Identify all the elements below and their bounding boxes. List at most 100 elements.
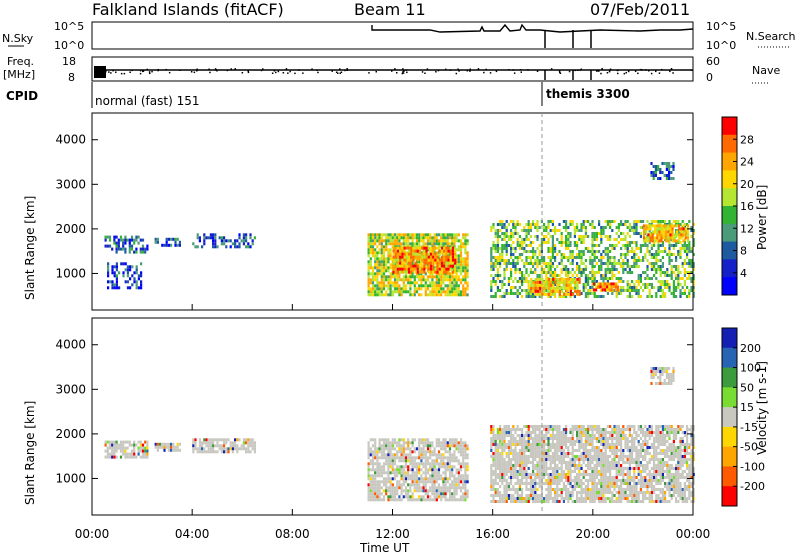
velocity-echo-cell — [378, 447, 381, 451]
velocity-echo-cell — [532, 431, 535, 434]
velocity-echo-cell — [380, 492, 383, 496]
power-echo-cell — [455, 257, 458, 261]
power-echo-cell — [107, 262, 110, 266]
power-echo-cell — [410, 267, 413, 271]
velocity-echo-cell — [532, 491, 535, 494]
velocity-echo-cell — [464, 447, 467, 451]
velocity-echo-cell — [400, 468, 403, 472]
power-echo-cell — [635, 286, 638, 289]
power-echo-cell — [642, 283, 645, 286]
velocity-echo-cell — [367, 486, 370, 490]
velocity-echo-cell — [402, 438, 405, 442]
velocity-echo-cell — [538, 455, 541, 458]
power-echo-cell — [437, 275, 441, 279]
velocity-echo-cell — [462, 465, 465, 469]
power-echo-cell — [637, 289, 640, 292]
power-echo-cell — [393, 290, 397, 294]
power-echo-cell — [569, 253, 572, 256]
velocity-echo-cell — [378, 450, 381, 454]
power-echo-cell — [692, 283, 695, 286]
power-echo-cell — [401, 267, 404, 271]
power-echo-cell — [238, 245, 241, 249]
nave-dot — [129, 71, 131, 73]
nave-dot — [617, 69, 619, 71]
power-echo-cell — [496, 274, 499, 277]
power-echo-cell — [421, 264, 424, 268]
velocity-echo-cell — [367, 462, 370, 466]
power-echo-cell — [525, 268, 528, 271]
velocity-echo-cell — [534, 485, 537, 488]
power-echo-cell — [592, 282, 595, 286]
power-echo-cell — [642, 289, 645, 292]
velocity-echo-cell — [409, 483, 412, 487]
power-echo-cell — [424, 290, 427, 294]
velocity-echo-cell — [393, 489, 397, 493]
power-echo-cell — [412, 267, 415, 271]
velocity-echo-cell — [521, 455, 524, 458]
power-echo-cell — [653, 265, 656, 268]
velocity-echo-cell — [573, 482, 576, 485]
power-echo-cell — [547, 250, 550, 253]
velocity-echo-cell — [457, 459, 460, 463]
power-echo-cell — [396, 267, 400, 271]
power-echo-cell — [464, 269, 467, 273]
power-echo-cell — [499, 253, 502, 256]
velocity-echo-cell — [391, 486, 394, 490]
velocity-echo-cell — [560, 476, 563, 479]
power-echo-cell — [604, 226, 607, 229]
power-echo-cell — [565, 223, 568, 226]
velocity-echo-cell — [402, 483, 405, 487]
power-echo-cell — [597, 285, 600, 289]
velocity-echo-cell — [532, 500, 535, 503]
nave-dot — [131, 69, 133, 72]
velocity-echo-cell — [378, 468, 381, 472]
velocity-echo-cell — [560, 479, 563, 482]
power-echo-cell — [609, 226, 612, 229]
velocity-echo-cell — [382, 456, 386, 460]
power-echo-cell — [490, 268, 493, 271]
power-echo-cell — [604, 250, 607, 253]
power-echo-cell — [556, 283, 559, 287]
velocity-echo-cell — [448, 453, 452, 457]
velocity-echo-cell — [459, 486, 463, 490]
velocity-echo-cell — [451, 483, 454, 487]
velocity-echo-cell — [545, 494, 548, 497]
velocity-echo-cell — [510, 437, 513, 440]
power-echo-cell — [662, 233, 665, 237]
power-echo-cell — [214, 245, 217, 249]
velocity-echo-cell — [451, 498, 454, 502]
velocity-echo-cell — [466, 453, 469, 457]
velocity-echo-cell — [499, 446, 502, 449]
velocity-echo-cell — [494, 455, 497, 458]
velocity-echo-cell — [523, 446, 526, 449]
nsearch-tick-top: 10^5 — [706, 20, 736, 33]
velocity-echo-cell — [402, 477, 405, 481]
velocity-echo-cell — [455, 489, 458, 493]
colorbar-swatch — [722, 277, 737, 296]
velocity-echo-cell — [556, 497, 559, 500]
power-echo-cell — [464, 242, 467, 246]
velocity-echo-cell — [429, 486, 432, 490]
velocity-echo-cell — [466, 489, 469, 493]
velocity-echo-cell — [429, 495, 432, 499]
power-echo-cell — [512, 220, 515, 223]
velocity-echo-cell — [420, 438, 423, 442]
velocity-echo-cell — [573, 470, 576, 473]
power-echo-cell — [626, 271, 629, 274]
power-echo-cell — [440, 284, 443, 288]
power-echo-cell — [562, 265, 565, 268]
power-echo-cell — [401, 246, 404, 250]
velocity-echo-cell — [431, 489, 434, 493]
power-echo-cell — [507, 277, 510, 280]
velocity-echo-cell — [562, 458, 565, 461]
power-echo-cell — [543, 229, 546, 232]
velocity-echo-cell — [518, 449, 521, 452]
power-echo-cell — [686, 277, 689, 280]
velocity-echo-cell — [446, 480, 449, 484]
power-echo-cell — [648, 250, 651, 253]
power-echo-cell — [371, 269, 375, 273]
velocity-echo-cell — [444, 486, 447, 490]
power-echo-cell — [438, 270, 441, 274]
power-echo-cell — [547, 232, 550, 235]
